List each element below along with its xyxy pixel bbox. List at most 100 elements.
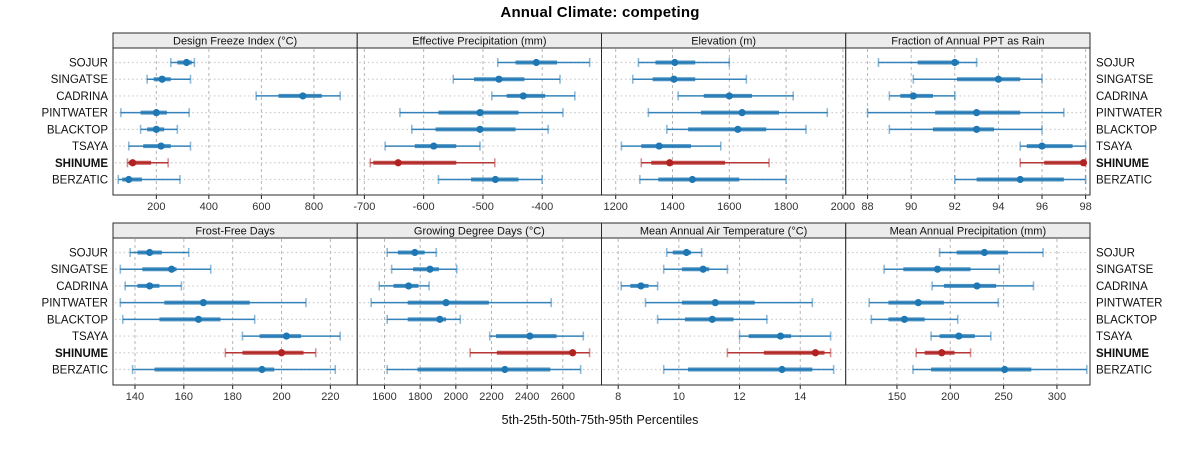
interval-cadrina xyxy=(931,281,1035,291)
site-label-left-sojur: SOJUR xyxy=(69,248,108,260)
axis-tick-label: 2000 xyxy=(831,201,855,213)
median-dot xyxy=(980,248,989,257)
panel-mean-annual-air-temperature: Mean Annual Air Temperature (°C) 8 10 12 14 xyxy=(601,222,847,403)
strip-label: Mean Annual Air Temperature (°C) xyxy=(640,226,807,238)
median-dot xyxy=(426,265,434,273)
axis-tick-label: 10 xyxy=(673,391,685,403)
strip-label: Elevation (m) xyxy=(691,36,756,48)
strip-label: Fraction of Annual PPT as Rain xyxy=(891,36,1044,48)
axis-tick-label: 2600 xyxy=(551,391,575,403)
median-dot xyxy=(973,282,981,290)
axis-tick-label: 1200 xyxy=(603,201,627,213)
interval-sojur xyxy=(877,58,978,67)
median-dot xyxy=(1016,175,1024,184)
axis-tick-label: 8 xyxy=(615,391,621,403)
site-label-right-shinume: SHINUME xyxy=(1096,158,1149,170)
median-dot xyxy=(909,92,917,100)
interval-cadrina xyxy=(677,91,795,101)
x-axis-title: 5th-25th-50th-75th-95th Percentiles xyxy=(501,413,699,427)
site-label-right-singatse: SINGATSE xyxy=(1096,74,1154,86)
axis-tick-label: 150 xyxy=(888,391,906,403)
median-dot xyxy=(519,92,527,100)
site-label-left-singatse: SINGATSE xyxy=(51,264,109,276)
interval-tsaya xyxy=(738,331,832,341)
interval-singatse xyxy=(631,74,748,84)
site-label-right-pintwater: PINTWATER xyxy=(1096,298,1162,310)
median-dot xyxy=(411,248,419,257)
median-dot xyxy=(951,58,959,67)
site-label-right-cadrina: CADRINA xyxy=(1096,91,1148,103)
site-label-left-berzatic: BERZATIC xyxy=(52,175,108,187)
interval-blacktop xyxy=(888,124,1043,134)
site-label-right-berzatic: BERZATIC xyxy=(1096,175,1152,187)
median-dot xyxy=(157,142,165,150)
interval-blacktop xyxy=(666,124,807,134)
interval-sojur xyxy=(665,248,703,257)
site-label-right-sojur: SOJUR xyxy=(1096,248,1135,260)
median-dot xyxy=(194,315,203,323)
interval-blacktop xyxy=(121,314,256,324)
site-label-right-blacktop: BLACKTOP xyxy=(1096,124,1157,136)
site-label-left-cadrina: CADRINA xyxy=(56,91,108,103)
axis-tick-label: 96 xyxy=(1036,201,1048,213)
median-dot xyxy=(666,159,674,167)
median-dot xyxy=(158,75,166,83)
axis-tick-label: -500 xyxy=(472,201,494,213)
median-dot xyxy=(526,332,534,340)
axis-tick-label: 220 xyxy=(321,391,339,403)
axis-tick-label: 1600 xyxy=(717,201,741,213)
interval-blacktop xyxy=(870,314,959,324)
median-dot xyxy=(708,315,716,323)
interval-berzatic xyxy=(131,365,337,374)
interval-berzatic xyxy=(117,175,181,184)
axis-tick-label: 2200 xyxy=(479,391,503,403)
median-dot xyxy=(491,175,499,184)
interval-cadrina xyxy=(124,281,183,291)
axis-tick-label: 200 xyxy=(147,201,165,213)
interval-singatse xyxy=(452,74,561,84)
interval-singatse xyxy=(912,74,1043,84)
interval-pintwater xyxy=(120,108,190,118)
axis-tick-label: 1800 xyxy=(408,391,432,403)
axis-tick-label: 180 xyxy=(224,391,242,403)
axis-tick-label: 200 xyxy=(272,391,290,403)
median-dot xyxy=(495,75,503,83)
median-dot xyxy=(655,142,663,150)
median-dot xyxy=(900,315,909,323)
strip-label: Mean Annual Precipitation (mm) xyxy=(890,226,1047,238)
strip-label: Design Freeze Index (°C) xyxy=(173,36,297,48)
interval-cadrina xyxy=(378,281,430,291)
median-dot xyxy=(670,75,678,83)
site-label-right-singatse: SINGATSE xyxy=(1096,264,1154,276)
interval-singatse xyxy=(662,264,729,274)
panel-fraction-ppt-rain: Fraction of Annual PPT as Rain 88 90 92 94 96… xyxy=(845,32,1092,213)
median-dot xyxy=(277,349,286,357)
interval-sojur xyxy=(169,58,196,67)
median-dot xyxy=(146,248,154,257)
chart-title: Annual Climate: competing xyxy=(500,4,700,21)
median-dot xyxy=(299,92,307,100)
panel-growing-degree-days: Growing Degree Days (°C) 1600 1800 2000 2200… xyxy=(356,222,602,403)
panel-design-freeze-index: Design Freeze Index (°C) 200 400 600 800 xyxy=(112,32,358,213)
interval-blacktop xyxy=(410,124,549,134)
site-label-right-tsaya: TSAYA xyxy=(1096,141,1132,153)
interval-shinume xyxy=(640,158,770,168)
axis-tick-label: 800 xyxy=(305,201,323,213)
axis-tick-label: 2000 xyxy=(444,391,468,403)
site-label-left-singatse: SINGATSE xyxy=(51,74,109,86)
axis-tick-label: 92 xyxy=(949,201,961,213)
median-dot xyxy=(994,75,1003,83)
site-label-right-sojur: SOJUR xyxy=(1096,58,1135,70)
site-label-right-pintwater: PINTWATER xyxy=(1096,108,1162,120)
interval-shinume xyxy=(469,348,591,358)
interval-shinume xyxy=(726,348,832,358)
interval-tsaya xyxy=(620,141,722,151)
median-dot xyxy=(972,125,981,133)
interval-pintwater xyxy=(644,298,814,308)
axis-tick-label: 90 xyxy=(905,201,917,213)
median-dot xyxy=(738,109,746,117)
median-dot xyxy=(682,248,691,257)
interval-cadrina xyxy=(888,91,956,101)
median-dot xyxy=(637,282,645,290)
interval-sojur xyxy=(637,58,731,67)
